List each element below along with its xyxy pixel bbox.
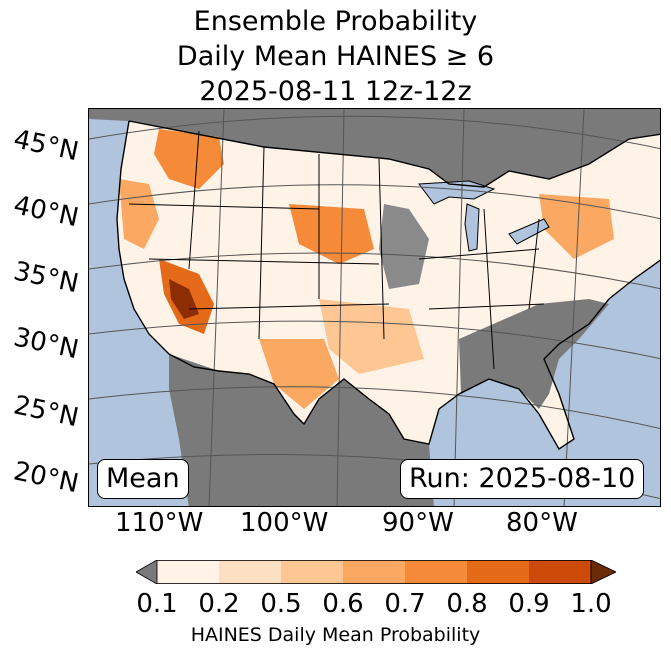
lake-michigan	[464, 203, 480, 252]
lat-label-25: 25°N	[10, 390, 82, 434]
colorbar-bin-7	[529, 560, 591, 584]
mid-prob-central	[319, 299, 424, 374]
colorbar-tick: 0.5	[260, 589, 302, 619]
lat-label-30: 30°N	[10, 322, 82, 366]
colorbar-tick: 0.1	[136, 589, 178, 619]
colorbar-label: HAINES Daily Mean Probability	[190, 624, 481, 646]
colorbar-under-arrow	[136, 560, 158, 584]
lon-label-90: 90°W	[382, 508, 454, 538]
colorbar-tick: 0.6	[322, 589, 364, 619]
colorbar-tick: 0.8	[446, 589, 488, 619]
colorbar-bin-5	[405, 560, 467, 584]
lat-label-45: 45°N	[10, 124, 82, 168]
colorbar-bin-2	[219, 560, 281, 584]
colorbar-tick: 0.2	[198, 589, 240, 619]
colorbar-tick: 0.7	[384, 589, 426, 619]
colorbar-bin-1	[157, 560, 219, 584]
lon-label-100: 100°W	[240, 508, 329, 538]
map-svg	[89, 109, 660, 506]
lon-label-80: 80°W	[506, 508, 578, 538]
low-prob-midwest	[379, 204, 429, 289]
lake-erie	[508, 218, 550, 245]
lon-label-110: 110°W	[115, 508, 204, 538]
lat-label-20: 20°N	[10, 456, 82, 500]
lat-label-40: 40°N	[10, 190, 82, 234]
high-prob-northwest	[154, 129, 224, 189]
colorbar-over-arrow	[590, 560, 616, 584]
chart-title-line1: Ensemble Probability	[193, 6, 478, 37]
mean-badge: Mean	[97, 459, 189, 499]
outside-region-north	[89, 109, 660, 187]
state-boundaries	[128, 130, 545, 370]
chart-title-line3: 2025-08-11 12z-12z	[199, 76, 472, 107]
colorbar-bin-4	[343, 560, 405, 584]
colorbar-bin-3	[281, 560, 343, 584]
run-date-badge: Run: 2025-08-10	[400, 459, 645, 499]
high-prob-northeast	[539, 194, 614, 259]
probability-map	[88, 108, 661, 507]
outside-region-south	[169, 354, 434, 506]
colorbar-frame	[156, 560, 592, 584]
high-prob-texas	[259, 339, 339, 409]
high-prob-plains	[289, 204, 374, 264]
colorbar-tick: 0.9	[508, 589, 550, 619]
colorbar-tick: 1.0	[570, 589, 612, 619]
country-outline	[116, 120, 660, 450]
lat-label-35: 35°N	[10, 256, 82, 300]
chart-title-line2: Daily Mean HAINES ≥ 6	[176, 41, 495, 72]
colorbar	[136, 560, 616, 584]
high-prob-pacific-nw	[119, 179, 159, 249]
colorbar-bin-6	[467, 560, 529, 584]
